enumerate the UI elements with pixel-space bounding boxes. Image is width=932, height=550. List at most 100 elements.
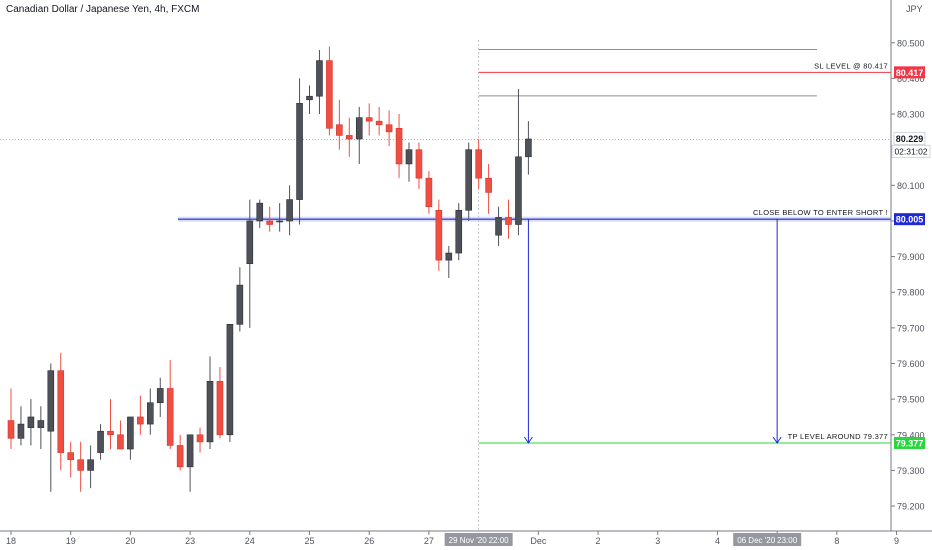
candle (77, 441, 84, 492)
candle (186, 434, 194, 492)
candle (375, 106, 383, 136)
candle (405, 142, 413, 182)
time-tick-label: 23 (185, 536, 195, 546)
candle-body (425, 177, 433, 207)
candle (515, 89, 522, 236)
time-tick-label: 9 (894, 536, 899, 546)
sl-price-badge-label: 80.417 (896, 68, 924, 78)
candle (196, 427, 204, 453)
time-tick-label: 8 (834, 536, 839, 546)
candle (425, 171, 433, 214)
candle-body (405, 149, 413, 165)
price-axis: 80.50080.40080.30080.20080.10080.00079.9… (890, 0, 925, 531)
candle-body (226, 324, 234, 436)
time-highlight-time: 23:00 (777, 536, 798, 545)
candle-body (395, 127, 403, 165)
chart-title: Canadian Dollar / Japanese Yen, 4h, FXCM (6, 4, 200, 15)
candle (475, 138, 482, 189)
candle-body (246, 220, 254, 265)
time-tick-label: 4 (715, 536, 720, 546)
candle-body (316, 60, 323, 97)
candle-body (306, 95, 313, 101)
candle-body (365, 117, 373, 122)
price-tick-label: 79.900 (897, 252, 925, 262)
candle (395, 114, 403, 179)
candle (415, 142, 423, 189)
candle (316, 49, 323, 115)
candle-body (475, 149, 482, 179)
candle-body (276, 220, 283, 223)
candle (246, 199, 254, 328)
candle-body (87, 459, 94, 471)
candle-body (57, 370, 65, 453)
candle (336, 99, 343, 150)
candle-body (137, 416, 144, 425)
candle-body (515, 156, 522, 225)
candle (495, 206, 502, 246)
candle-body (495, 217, 502, 236)
candle-body (117, 434, 124, 450)
candle (455, 203, 463, 261)
candle (57, 352, 65, 471)
time-highlight-date: 06 Dec '20 (737, 536, 776, 545)
candle-body (216, 381, 224, 436)
candle (505, 199, 512, 239)
candle-body (166, 388, 174, 446)
price-tick-label: 79.600 (897, 359, 925, 369)
candle-body (37, 420, 45, 428)
candle (286, 185, 293, 236)
candle-body (67, 452, 74, 461)
level-lines (0, 40, 891, 531)
tp-price-badge (894, 436, 925, 449)
candle-body (445, 252, 453, 261)
candle-body (286, 199, 293, 222)
candle (256, 199, 264, 229)
target-arrow-head (523, 436, 533, 444)
candle-body (326, 60, 333, 129)
time-tick-label: 20 (125, 536, 135, 546)
entry-price-badge (894, 213, 925, 226)
time-tick-label: 26 (364, 536, 374, 546)
candle-body (236, 284, 244, 325)
candle-body (147, 402, 154, 425)
candles (7, 46, 532, 492)
current-price-label: 80.229 (896, 134, 924, 144)
currency-label: JPY (906, 4, 923, 14)
candle (276, 203, 283, 232)
candle (87, 445, 94, 489)
target-arrow-head (772, 436, 782, 444)
candle (127, 416, 134, 460)
candle (445, 245, 453, 278)
candle (47, 363, 55, 492)
price-tick-label: 79.300 (897, 466, 925, 476)
candle-body (455, 209, 463, 254)
candle-body (196, 434, 204, 443)
candle (17, 406, 25, 446)
candle-body (266, 220, 274, 225)
candle (156, 377, 164, 417)
candle (296, 78, 303, 225)
candle (525, 121, 532, 175)
level-labels: SL LEVEL @ 80.417 80.417 CLOSE BELOW TO EN… (753, 61, 931, 449)
candle-body (435, 209, 443, 261)
candle-body (465, 149, 473, 211)
time-tick-label: Dec (530, 536, 547, 546)
candle (27, 399, 35, 446)
candle (176, 434, 184, 471)
sl-level-label: SL LEVEL @ 80.417 (814, 61, 888, 70)
time-tick-label: 27 (424, 536, 434, 546)
candle (485, 163, 492, 214)
time-tick-label: 18 (6, 536, 16, 546)
price-tick-label: 80.500 (897, 38, 925, 48)
candle (147, 388, 154, 435)
candle (166, 359, 174, 450)
candle-body (97, 430, 104, 453)
time-tick-label: 25 (304, 536, 314, 546)
candle-body (186, 434, 194, 468)
entry-price-badge-label: 80.005 (896, 215, 924, 225)
candle-body (17, 423, 25, 439)
candle-body (47, 370, 55, 432)
candle (117, 420, 124, 450)
candle-body (525, 138, 532, 158)
